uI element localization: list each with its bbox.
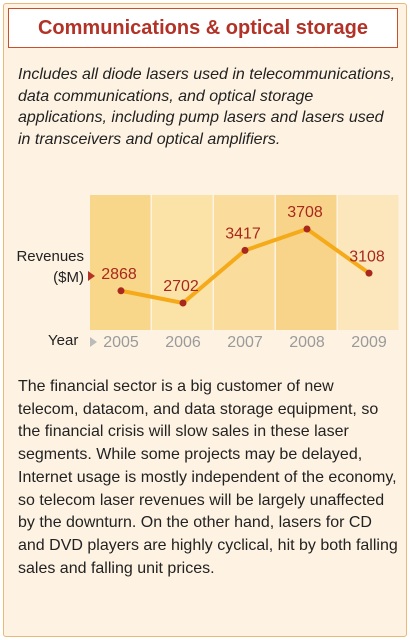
chart: 2005 2006 2007 2008 2009 2868 2702 3417 3708 3108 (88, 195, 399, 351)
x-arrow (90, 337, 97, 347)
value-label: 2702 (163, 278, 199, 295)
x-axis-label: Year (48, 332, 79, 349)
x-tick-label: 2008 (289, 334, 325, 351)
value-label: 3708 (287, 204, 323, 221)
body-text: The financial sector is a big customer o… (18, 378, 398, 577)
point (303, 225, 311, 233)
y-arrow (88, 271, 95, 281)
point (241, 246, 249, 254)
value-label: 3417 (225, 226, 261, 243)
value-label: 3108 (349, 248, 385, 265)
chart-subtitle: Includes all diode lasers used in teleco… (18, 66, 396, 148)
column-band (90, 195, 151, 330)
x-tick-label: 2007 (227, 334, 263, 351)
column-band (338, 195, 399, 330)
chart-title: Communications & optical storage (8, 8, 398, 48)
point (365, 269, 373, 277)
value-label: 2868 (101, 266, 137, 283)
point (179, 299, 187, 307)
x-tick-label: 2005 (103, 334, 139, 351)
column-band (214, 195, 275, 330)
column-band (276, 195, 337, 330)
x-tick-label: 2006 (165, 334, 201, 351)
column-band (152, 195, 213, 330)
x-tick-label: 2009 (351, 334, 387, 351)
point (117, 287, 125, 295)
y-axis-label: Revenues ($M) (16, 248, 84, 286)
